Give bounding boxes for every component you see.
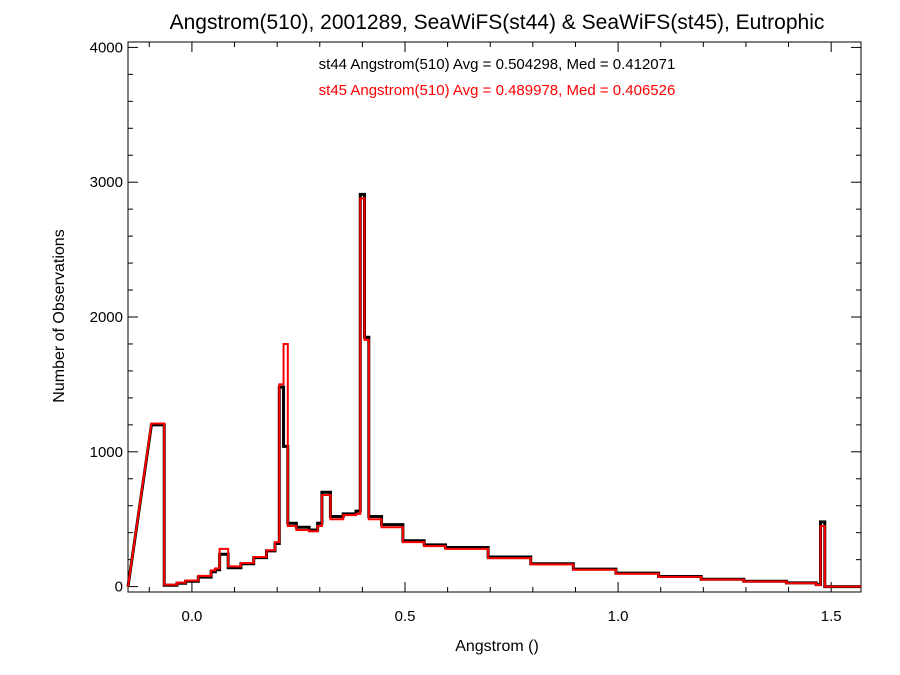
- y-tick-label: 1000: [90, 444, 123, 461]
- annotation-st45: st45 Angstrom(510) Avg = 0.489978, Med =…: [319, 82, 676, 99]
- x-tick-label: 0.5: [395, 608, 416, 625]
- axis-ticks: 0.0 0.5 1.0 1.5 0 1000 2000 3000 4000: [90, 39, 861, 625]
- plot-frame: [127, 41, 862, 593]
- series-layer: [126, 192, 861, 589]
- x-tick-label: 1.0: [608, 608, 629, 625]
- series-st44-line: [126, 192, 861, 589]
- y-axis-label: Number of Observations: [51, 229, 68, 402]
- x-axis-label: Angstrom (): [455, 638, 539, 655]
- x-tick-label: 0.0: [181, 608, 202, 625]
- y-tick-label: 4000: [90, 39, 123, 56]
- y-tick-label: 0: [115, 579, 123, 596]
- chart-title: Angstrom(510), 2001289, SeaWiFS(st44) & …: [170, 11, 825, 34]
- annotation-st44: st44 Angstrom(510) Avg = 0.504298, Med =…: [319, 56, 676, 73]
- y-tick-label: 3000: [90, 174, 123, 191]
- series-st45-line: [127, 197, 861, 588]
- y-tick-label: 2000: [90, 309, 123, 326]
- x-tick-label: 1.5: [821, 608, 842, 625]
